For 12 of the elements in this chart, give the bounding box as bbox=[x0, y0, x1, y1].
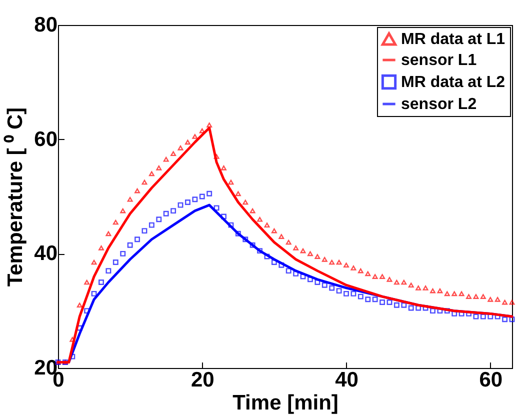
legend-label: MR data at L2 bbox=[401, 74, 506, 91]
x-tick-label: 60 bbox=[479, 368, 503, 392]
x-axis-title: Time [min] bbox=[232, 392, 338, 414]
y-tick-label: 80 bbox=[34, 14, 58, 36]
y-tick-label: 60 bbox=[34, 128, 58, 151]
x-tick-label: 20 bbox=[190, 368, 214, 392]
legend-label: MR data at L1 bbox=[401, 31, 506, 48]
legend-label: sensor L1 bbox=[401, 52, 477, 69]
y-tick-label: 40 bbox=[34, 242, 58, 266]
x-tick-label: 40 bbox=[335, 368, 358, 392]
legend-label: sensor L2 bbox=[401, 96, 477, 113]
y-axis-title: Temperature [ ⁰ C] bbox=[3, 107, 28, 287]
